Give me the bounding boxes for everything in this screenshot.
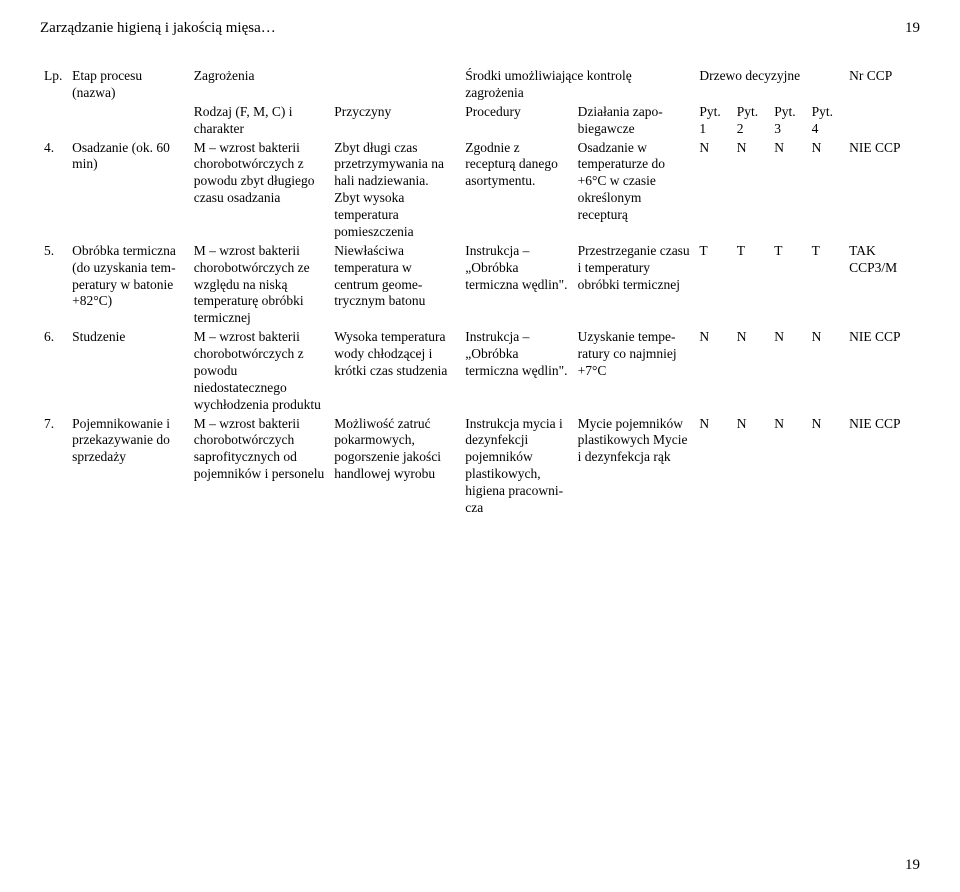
col-pyt1: Pyt. 1: [695, 103, 732, 139]
col-nrccp: Nr CCP: [845, 67, 920, 139]
cell-nr: NIE CCP: [845, 328, 920, 414]
cell-pyt2: N: [733, 139, 770, 242]
cell-pyt1: T: [695, 242, 732, 328]
cell-dzialania: Mycie pojemni­ków plastikowych Mycie i d…: [574, 415, 696, 518]
cell-rodzaj: M – wzrost bakte­rii chorobotwór­czych s…: [190, 415, 330, 518]
col-pyt3: Pyt. 3: [770, 103, 807, 139]
cell-pyt3: N: [770, 328, 807, 414]
table-header: Lp. Etap procesu (nazwa) Zagrożenia Środ…: [40, 67, 920, 139]
cell-pyt4: N: [808, 328, 845, 414]
cell-rodzaj: M – wzrost bakte­rii chorobotwór­czych z…: [190, 139, 330, 242]
cell-dzialania: Uzyskanie tempe­ratury co naj­mniej +7°C: [574, 328, 696, 414]
col-dzialania: Działania zapo­biegawcze: [574, 103, 696, 139]
cell-etap: Obróbka ter­miczna (do uzyskania tem­per…: [68, 242, 190, 328]
cell-nr: NIE CCP: [845, 415, 920, 518]
cell-procedury: Instrukcja – „Obróbka termiczna wędlin".: [461, 328, 573, 414]
cell-dzialania: Osadzanie w temperaturze do +6°C w czasi…: [574, 139, 696, 242]
col-lp: Lp.: [40, 67, 68, 139]
cell-lp: 5.: [40, 242, 68, 328]
table-row: 4.Osadzanie (ok. 60 min)M – wzrost bakte…: [40, 139, 920, 242]
cell-procedury: Zgodnie z recepturą danego asor­tymentu.: [461, 139, 573, 242]
cell-dzialania: Przestrzeganie czasu i tempera­tury obró…: [574, 242, 696, 328]
cell-pyt1: N: [695, 139, 732, 242]
running-head-right: 19: [905, 20, 920, 37]
cell-przyczyny: Niewłaściwa temperatura w centrum geome­…: [330, 242, 461, 328]
document-page: Zarządzanie higieną i jakością mięsa… 19…: [0, 0, 960, 892]
col-zagrozenia: Zagrożenia: [190, 67, 462, 103]
cell-lp: 6.: [40, 328, 68, 414]
cell-pyt4: N: [808, 139, 845, 242]
cell-etap: Studzenie: [68, 328, 190, 414]
cell-procedury: Instrukcja mycia i dezyn­fekcji pojem­ni…: [461, 415, 573, 518]
col-rodzaj: Rodzaj (F, M, C) i charakter: [190, 103, 330, 139]
cell-pyt1: N: [695, 415, 732, 518]
cell-procedury: Instrukcja – „Obróbka termiczna wędlin".: [461, 242, 573, 328]
cell-pyt3: T: [770, 242, 807, 328]
cell-przyczyny: Zbyt długi czas przetrzymywania na hali …: [330, 139, 461, 242]
running-head: Zarządzanie higieną i jakością mięsa… 19: [40, 20, 920, 37]
cell-pyt1: N: [695, 328, 732, 414]
cell-pyt3: N: [770, 139, 807, 242]
col-drzewo: Drzewo decyzyjne: [695, 67, 845, 103]
cell-rodzaj: M – wzrost bakte­rii chorobotwór­czych z…: [190, 328, 330, 414]
col-srodki: Środki umożliwiające kontrolę zagrożenia: [461, 67, 695, 103]
col-pyt2: Pyt. 2: [733, 103, 770, 139]
cell-pyt3: N: [770, 415, 807, 518]
cell-pyt2: N: [733, 415, 770, 518]
cell-przyczyny: Wysoka tempera­tura wody chło­dzącej i k…: [330, 328, 461, 414]
cell-pyt2: N: [733, 328, 770, 414]
cell-nr: NIE CCP: [845, 139, 920, 242]
cell-pyt4: N: [808, 415, 845, 518]
cell-przyczyny: Możliwość zatruć pokarmowych, pogorszeni…: [330, 415, 461, 518]
col-procedury: Procedury: [461, 103, 573, 139]
cell-nr: TAK CCP3/M: [845, 242, 920, 328]
haccp-table: Lp. Etap procesu (nazwa) Zagrożenia Środ…: [40, 67, 920, 518]
cell-etap: Osadzanie (ok. 60 min): [68, 139, 190, 242]
col-pyt4: Pyt. 4: [808, 103, 845, 139]
page-number: 19: [905, 857, 920, 874]
cell-lp: 7.: [40, 415, 68, 518]
cell-etap: Pojemnikowanie i przekazywanie do sprzed…: [68, 415, 190, 518]
table-row: 5.Obróbka ter­miczna (do uzyskania tem­p…: [40, 242, 920, 328]
col-przyczyny: Przyczyny: [330, 103, 461, 139]
table-row: 7.Pojemnikowanie i przekazywanie do sprz…: [40, 415, 920, 518]
col-etap: Etap procesu (nazwa): [68, 67, 190, 139]
cell-pyt2: T: [733, 242, 770, 328]
table-body: 4.Osadzanie (ok. 60 min)M – wzrost bakte…: [40, 139, 920, 518]
cell-pyt4: T: [808, 242, 845, 328]
running-head-left: Zarządzanie higieną i jakością mięsa…: [40, 20, 276, 37]
cell-rodzaj: M – wzrost bakte­rii chorobotwór­czych z…: [190, 242, 330, 328]
cell-lp: 4.: [40, 139, 68, 242]
table-row: 6.StudzenieM – wzrost bakte­rii chorobot…: [40, 328, 920, 414]
